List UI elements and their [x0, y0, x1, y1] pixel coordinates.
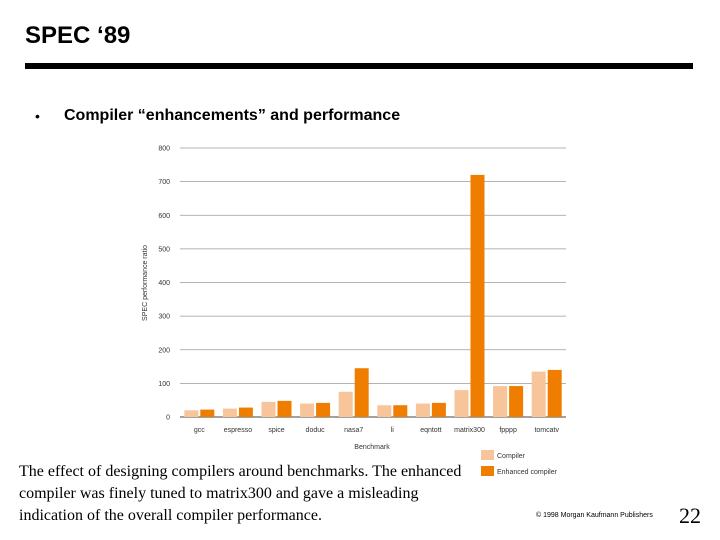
- y-tick-label: 700: [158, 179, 170, 186]
- bar-compiler-doduc: [300, 403, 315, 417]
- x-tick-label: spice: [268, 427, 284, 434]
- bar-enhanced-tomcatv: [547, 369, 562, 417]
- bullet-dot: •: [35, 108, 40, 124]
- x-tick-label: espresso: [224, 427, 253, 434]
- x-tick-label: tomcatv: [534, 427, 559, 434]
- bar-compiler-matrix300: [454, 390, 469, 417]
- bar-compiler-spice: [261, 401, 276, 417]
- y-tick-label: 400: [158, 280, 170, 287]
- grid-layer: [180, 147, 566, 418]
- legend-swatch-compiler: [481, 450, 494, 460]
- bar-compiler-li: [377, 405, 392, 417]
- legend-swatch-enhanced: [481, 466, 494, 476]
- copyright-notice: © 1998 Morgan Kaufmann Publishers: [536, 512, 653, 519]
- bar-enhanced-doduc: [316, 402, 331, 417]
- y-tick-label: 100: [158, 381, 170, 388]
- x-tick-label: matrix300: [454, 427, 485, 434]
- y-tick-label: 500: [158, 246, 170, 253]
- y-axis-label: SPEC performance ratio: [142, 245, 149, 321]
- x-tick-label: gcc: [194, 427, 205, 434]
- x-tick-label: fpppp: [499, 427, 517, 434]
- x-tick-label: doduc: [306, 427, 326, 434]
- bar-compiler-tomcatv: [531, 371, 546, 417]
- bar-enhanced-nasa7: [354, 368, 369, 417]
- y-tick-label: 600: [158, 213, 170, 220]
- caption: The effect of designing compilers around…: [19, 463, 462, 524]
- bar-compiler-eqntott: [415, 403, 430, 417]
- bar-enhanced-li: [393, 405, 408, 417]
- bar-enhanced-matrix300: [470, 174, 485, 417]
- y-tick-label: 200: [158, 347, 170, 354]
- legend-label-enhanced: Enhanced compiler: [497, 469, 558, 476]
- slide-title: SPEC ‘89: [25, 22, 131, 49]
- bar-compiler-nasa7: [338, 391, 353, 417]
- title-rule: [25, 63, 693, 69]
- legend-label-compiler: Compiler: [497, 453, 526, 460]
- x-tick-label: nasa7: [344, 427, 363, 434]
- bar-compiler-fpppp: [493, 386, 508, 417]
- bar-compiler-espresso: [222, 408, 237, 417]
- bar-enhanced-fpppp: [509, 386, 524, 417]
- y-tick-label: 0: [166, 415, 170, 422]
- bullet-text: Compiler “enhancements” and performance: [64, 107, 401, 124]
- x-tick-label: li: [391, 427, 395, 434]
- bar-layer: [184, 174, 562, 417]
- slide-number: 22: [679, 503, 701, 528]
- y-tick-label: 300: [158, 314, 170, 321]
- y-tick-label: 800: [158, 146, 170, 153]
- x-tick-labels: gcc espresso spice doduc nasa7 li eqntott matri…: [194, 427, 560, 434]
- bar-compiler-gcc: [184, 410, 199, 417]
- y-tick-labels: 0 100 200 300 400 500 600 700 800: [158, 146, 170, 422]
- bar-enhanced-eqntott: [431, 402, 446, 417]
- bar-enhanced-spice: [277, 400, 292, 417]
- bar-enhanced-espresso: [238, 407, 253, 417]
- bar-enhanced-gcc: [200, 409, 215, 417]
- legend: Compiler Enhanced compiler: [481, 450, 558, 476]
- x-axis-label: Benchmark: [354, 444, 390, 451]
- x-tick-label: eqntott: [420, 427, 441, 434]
